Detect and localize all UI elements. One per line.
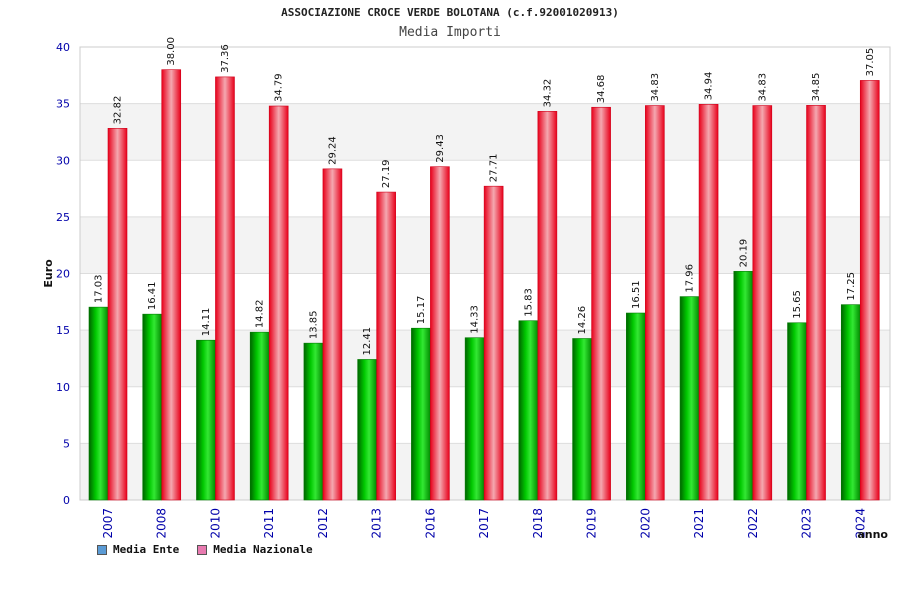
x-tick-label: 2023 [800, 508, 814, 539]
grid-band [80, 47, 890, 104]
legend-swatch-media-ente [97, 544, 107, 555]
data-label: 37.36 [220, 44, 231, 73]
data-label: 15.17 [416, 296, 427, 325]
legend-label-media-nazionale: Media Nazionale [213, 543, 313, 556]
data-label: 34.83 [650, 73, 661, 102]
data-label: 14.11 [201, 308, 212, 337]
x-tick-label: 2016 [423, 508, 437, 539]
bar-media-nazionale [161, 69, 182, 501]
bar-media-nazionale [268, 105, 289, 501]
bar-media-nazionale [752, 105, 773, 501]
bar-media-nazionale [376, 191, 396, 501]
data-label: 16.41 [147, 282, 158, 311]
bar-media-ente [679, 296, 700, 501]
data-label: 16.51 [631, 280, 642, 309]
y-tick-label: 15 [56, 324, 70, 337]
legend-swatch-media-nazionale [197, 544, 208, 555]
bar-media-ente [142, 313, 163, 501]
x-tick-label: 2020 [638, 508, 652, 539]
bar-media-nazionale [698, 104, 719, 501]
bar-media-ente [626, 312, 646, 501]
legend-label-media-ente: Media Ente [113, 543, 180, 556]
bar-media-ente [357, 359, 377, 501]
data-label: 13.85 [308, 311, 319, 340]
x-tick-label: 2021 [692, 508, 706, 539]
y-tick-label: 5 [63, 437, 70, 450]
y-tick-label: 20 [56, 268, 70, 281]
data-label: 34.79 [274, 73, 285, 102]
bar-media-ente [464, 337, 485, 501]
x-tick-label: 2011 [262, 508, 276, 539]
bar-media-ente [572, 338, 592, 501]
x-tick-label: 2007 [101, 508, 115, 539]
bar-media-ente [787, 322, 807, 501]
legend-item-media-ente: Media Ente [97, 543, 179, 556]
x-tick-label: 2018 [531, 508, 545, 539]
data-label: 34.85 [811, 73, 822, 102]
data-label: 17.03 [94, 274, 105, 303]
data-label: 29.43 [435, 134, 446, 163]
x-tick-label: 2022 [746, 508, 760, 539]
bar-media-ente [411, 327, 431, 501]
data-label: 14.33 [470, 305, 481, 334]
data-label: 34.32 [542, 79, 553, 108]
bar-media-nazionale [537, 111, 558, 501]
y-tick-label: 0 [63, 494, 70, 507]
bar-media-nazionale [645, 105, 665, 501]
legend-item-media-nazionale: Media Nazionale [197, 543, 313, 556]
bar-media-nazionale [483, 185, 504, 501]
bar-media-nazionale [107, 128, 128, 501]
data-label: 34.68 [596, 75, 607, 104]
legend: Media Ente Media Nazionale [97, 543, 313, 556]
bar-media-nazionale [322, 168, 343, 501]
bar-media-ente [518, 320, 539, 501]
chart-title: ASSOCIAZIONE CROCE VERDE BOLOTANA (c.f.9… [281, 6, 619, 19]
data-label: 37.05 [865, 48, 876, 77]
data-label: 15.65 [792, 290, 803, 319]
bar-media-nazionale [806, 105, 826, 501]
bar-media-nazionale [430, 166, 450, 501]
bar-media-ente [88, 306, 109, 501]
y-axis-label: Euro [42, 259, 55, 288]
bar-media-ente [303, 342, 324, 501]
y-tick-label: 10 [56, 381, 70, 394]
data-label: 17.25 [846, 272, 857, 301]
x-tick-label: 2024 [853, 508, 867, 539]
chart-subtitle: Media Importi [399, 25, 501, 40]
x-axis-label: anno [857, 528, 888, 541]
data-label: 32.82 [113, 96, 124, 125]
y-tick-label: 40 [56, 41, 70, 54]
data-label: 34.83 [757, 73, 768, 102]
x-tick-label: 2013 [370, 508, 384, 539]
bar-media-nazionale [591, 106, 611, 501]
bar-media-nazionale [215, 76, 235, 501]
y-tick-label: 25 [56, 211, 70, 224]
data-label: 27.19 [381, 159, 392, 188]
data-label: 14.26 [577, 306, 588, 335]
x-tick-label: 2017 [477, 508, 491, 539]
bar-media-nazionale [859, 80, 880, 501]
y-tick-label: 35 [56, 98, 70, 111]
data-label: 15.83 [523, 288, 534, 317]
data-label: 27.71 [489, 154, 500, 183]
bar-media-ente [196, 339, 216, 501]
bar-media-ente [249, 331, 270, 501]
data-label: 29.24 [327, 136, 338, 165]
data-label: 12.41 [362, 327, 373, 356]
data-label: 34.94 [704, 72, 715, 101]
x-tick-label: 2012 [316, 508, 330, 539]
bar-media-ente [840, 304, 861, 501]
data-label: 20.19 [738, 239, 749, 268]
data-label: 14.82 [255, 300, 266, 329]
bar-media-ente [733, 271, 754, 501]
data-label: 38.00 [166, 37, 177, 66]
data-label: 17.96 [685, 264, 696, 293]
y-tick-label: 30 [56, 154, 70, 167]
x-tick-label: 2019 [585, 508, 599, 539]
x-tick-label: 2010 [208, 508, 222, 539]
x-tick-label: 2008 [155, 508, 169, 539]
